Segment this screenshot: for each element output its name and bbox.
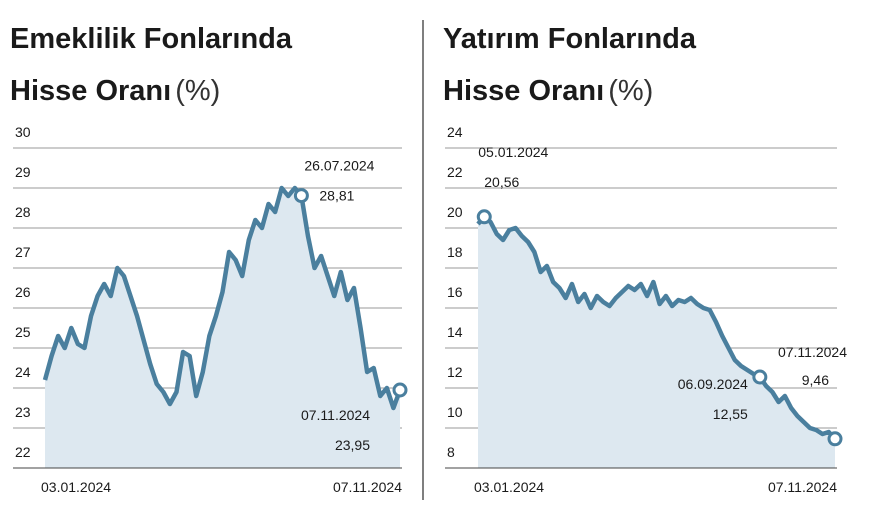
chart-title: Yatırım Fonlarında: [443, 23, 697, 55]
y-tick-label: 27: [15, 244, 31, 260]
point-marker: [392, 382, 408, 398]
chart-title: Hisse Oranı: [443, 75, 604, 107]
annotation-value: 12,55: [713, 406, 748, 422]
y-tick-label: 20: [447, 204, 463, 220]
annotation-value: 23,95: [335, 437, 370, 453]
y-tick-label: 12: [447, 364, 463, 380]
y-tick-label: 23: [15, 404, 31, 420]
x-tick-label: 07.11.2024: [333, 479, 402, 495]
y-tick-label: 26: [15, 284, 31, 300]
annotation-value: 9,46: [802, 372, 829, 388]
y-tick-label: 29: [15, 164, 31, 180]
point-marker: [752, 369, 768, 385]
point-marker: [827, 431, 843, 447]
annotation-date: 07.11.2024: [301, 407, 370, 423]
y-tick-label: 22: [15, 444, 31, 460]
chart-title: Hisse Oranı (%): [10, 75, 220, 107]
y-tick-label: 28: [15, 204, 31, 220]
unit: (%): [608, 75, 653, 107]
chart-title: Emeklilik Fonlarında: [10, 23, 293, 55]
chart-title: Hisse Oranı (%): [443, 75, 653, 107]
y-tick-label: 24: [15, 364, 31, 380]
point-marker: [476, 209, 492, 225]
point-marker: [293, 188, 309, 204]
y-tick-label: 22: [447, 164, 463, 180]
line: [476, 214, 837, 441]
annotation-date: 26.07.2024: [304, 158, 374, 174]
y-tick-label: 30: [15, 124, 31, 140]
y-tick-label: 25: [15, 324, 31, 340]
line: [42, 185, 403, 411]
chart-title: Hisse Oranı: [10, 75, 171, 107]
y-tick-label: 8: [447, 444, 455, 460]
annotation-value: 28,81: [319, 188, 354, 204]
y-tick-label: 14: [447, 324, 463, 340]
y-tick-label: 10: [447, 404, 463, 420]
annotation-date: 07.11.2024: [778, 344, 847, 360]
annotation-date: 06.09.2024: [678, 376, 748, 392]
annotation-date: 05.01.2024: [478, 144, 548, 160]
y-tick-label: 16: [447, 284, 463, 300]
y-tick-label: 18: [447, 244, 463, 260]
y-tick-label: 24: [447, 124, 463, 140]
area: [45, 188, 400, 468]
x-tick-label: 03.01.2024: [474, 479, 544, 495]
area: [478, 216, 835, 468]
annotation-value: 20,56: [484, 174, 519, 190]
unit: (%): [175, 75, 220, 107]
x-tick-label: 03.01.2024: [41, 479, 111, 495]
x-tick-label: 07.11.2024: [768, 479, 837, 495]
